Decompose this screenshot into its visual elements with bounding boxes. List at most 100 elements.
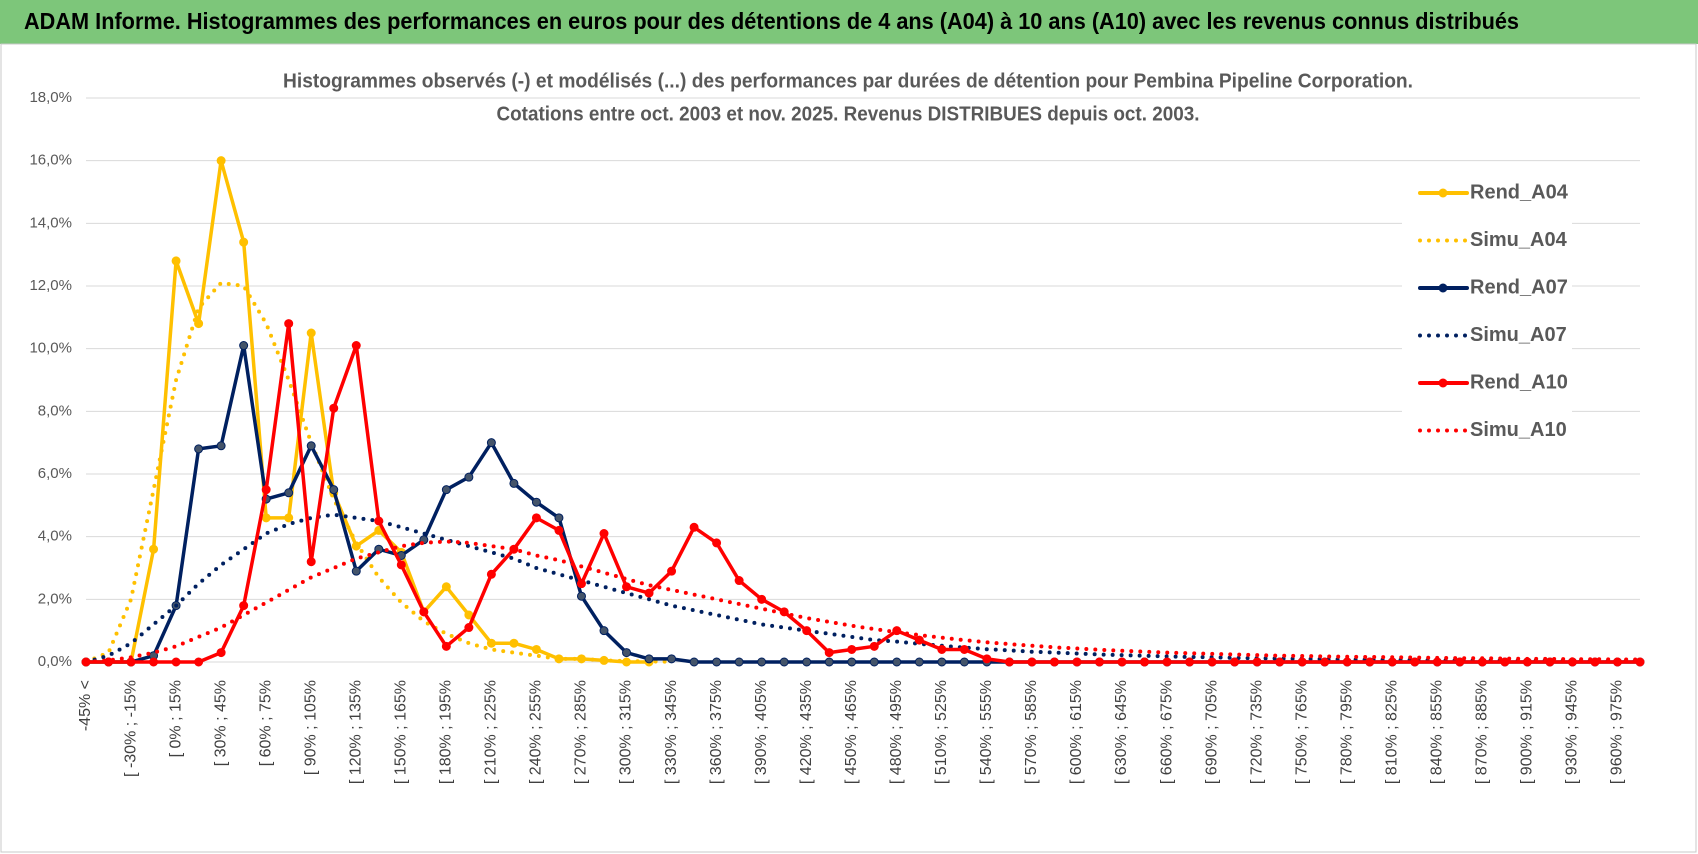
y-tick-label: 18,0%	[29, 89, 72, 106]
y-tick-label: 6,0%	[38, 465, 72, 482]
x-tick-label: [ 180% ; 195%	[438, 680, 455, 784]
x-tick-label: [ 510% ; 525%	[933, 680, 950, 784]
series-marker	[734, 657, 744, 667]
x-tick-label: [ 150% ; 165%	[393, 680, 410, 784]
series-marker	[351, 566, 361, 576]
legend-label: Rend_A04	[1470, 181, 1569, 203]
x-tick-label: [ 960% ; 975%	[1609, 680, 1626, 784]
series-marker	[441, 641, 451, 651]
series-marker	[1140, 657, 1150, 667]
y-tick-label: 16,0%	[29, 152, 72, 169]
series-marker	[554, 525, 564, 535]
series-marker	[531, 497, 541, 507]
series-marker	[757, 594, 767, 604]
header-bar	[0, 0, 1698, 44]
series-marker	[644, 654, 654, 664]
series-marker	[1185, 657, 1195, 667]
series-marker	[667, 654, 677, 664]
x-tick-label: [ 780% ; 795%	[1338, 680, 1355, 784]
series-marker	[622, 582, 632, 592]
series-marker	[486, 438, 496, 448]
series-marker	[1049, 657, 1059, 667]
x-tick-label: -45% <	[77, 680, 94, 731]
series-marker	[171, 256, 181, 266]
series-marker	[1094, 657, 1104, 667]
x-tick-label: [ 210% ; 225%	[483, 680, 500, 784]
series-marker	[239, 601, 249, 611]
series-marker	[824, 657, 834, 667]
series-marker	[441, 582, 451, 592]
x-tick-label: [ 600% ; 615%	[1068, 680, 1085, 784]
y-tick-label: 14,0%	[29, 214, 72, 231]
series-marker	[892, 657, 902, 667]
x-tick-label: [ 420% ; 435%	[798, 680, 815, 784]
series-marker	[869, 641, 879, 651]
series-line	[84, 539, 1642, 664]
series-marker	[149, 544, 159, 554]
series-marker	[441, 485, 451, 495]
series-marker	[937, 644, 947, 654]
y-tick-label: 0,0%	[38, 653, 72, 670]
series-marker	[486, 638, 496, 648]
header-title: ADAM Informe. Histogrammes des performan…	[24, 8, 1519, 34]
x-tick-label: [ 240% ; 255%	[528, 680, 545, 784]
x-tick-label: [ 540% ; 555%	[978, 680, 995, 784]
series-marker	[667, 566, 677, 576]
x-tick-label: [ 270% ; 285%	[573, 680, 590, 784]
chart-subtitle: Cotations entre oct. 2003 et nov. 2025. …	[497, 103, 1200, 125]
series-marker	[329, 485, 339, 495]
series-marker	[1117, 657, 1127, 667]
legend-label: Rend_A07	[1470, 276, 1568, 298]
series-marker	[194, 319, 204, 329]
series-marker	[419, 607, 429, 617]
x-tick-label: [ 120% ; 135%	[347, 680, 364, 784]
x-tick-label: [ 90% ; 105%	[302, 680, 319, 775]
series-marker	[1545, 657, 1555, 667]
series-marker	[1162, 657, 1172, 667]
series-marker	[982, 654, 992, 664]
series-marker	[644, 588, 654, 598]
legend-label: Rend_A10	[1470, 371, 1568, 393]
series-marker	[396, 560, 406, 570]
series-marker	[576, 579, 586, 589]
series-marker	[914, 635, 924, 645]
series-marker	[937, 657, 947, 667]
series-marker	[509, 478, 519, 488]
legend-label: Simu_A04	[1470, 229, 1568, 251]
series-marker	[306, 557, 316, 567]
series-marker	[216, 441, 226, 451]
series-marker	[1455, 657, 1465, 667]
series-marker	[1320, 657, 1330, 667]
series-marker	[284, 513, 294, 523]
series-marker	[1342, 657, 1352, 667]
x-tick-label: [ 630% ; 645%	[1113, 680, 1130, 784]
series-marker	[171, 657, 181, 667]
series-marker	[689, 657, 699, 667]
y-tick-label: 2,0%	[38, 590, 72, 607]
series-line	[84, 512, 1642, 664]
series-marker	[1027, 657, 1037, 667]
series-marker	[284, 488, 294, 498]
series-marker	[1004, 657, 1014, 667]
series-marker	[1252, 657, 1262, 667]
series-marker	[1365, 657, 1375, 667]
series-marker	[306, 441, 316, 451]
series-marker	[351, 341, 361, 351]
series-marker	[216, 648, 226, 658]
series-marker	[486, 569, 496, 579]
series-marker	[1072, 657, 1082, 667]
legend-label: Simu_A07	[1470, 324, 1567, 346]
chart-title: Histogrammes observés (-) et modélisés (…	[283, 70, 1413, 92]
series-marker	[284, 319, 294, 329]
series-marker	[847, 657, 857, 667]
series-marker	[712, 657, 722, 667]
series-marker	[531, 644, 541, 654]
series-marker	[869, 657, 879, 667]
series-marker	[576, 591, 586, 601]
series-marker	[802, 657, 812, 667]
series-marker	[847, 644, 857, 654]
x-tick-label: [ 330% ; 345%	[663, 680, 680, 784]
y-tick-label: 12,0%	[29, 277, 72, 294]
series-marker	[194, 657, 204, 667]
x-tick-label: [ 810% ; 825%	[1383, 680, 1400, 784]
